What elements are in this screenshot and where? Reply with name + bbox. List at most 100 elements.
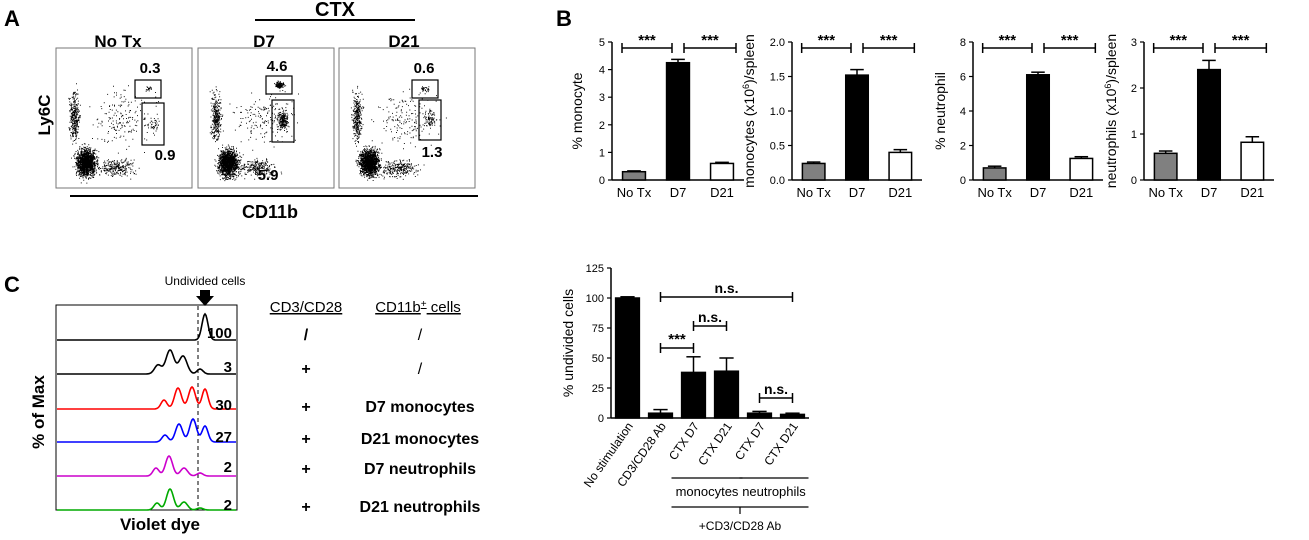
y-tick-label: 3	[599, 92, 605, 104]
y-axis-label: % monocyte	[569, 72, 585, 149]
group-label: neutrophils	[742, 484, 806, 499]
bar-chart: 0 1 2 3 4 5 % monocyte No Tx D7 D21 *** ***	[569, 32, 744, 200]
y-axis-label: neutrophils (x106)/spleen	[1103, 34, 1119, 188]
gate-ly6c-hi	[411, 79, 439, 99]
facs-dots	[350, 85, 447, 181]
facs-plot: 4.6 5.9	[197, 47, 335, 189]
y-tick-label: 6	[960, 72, 966, 84]
bar	[621, 170, 647, 181]
panel-a: A No Tx CTX D7 D21 Ly6C 0.3 0.9 4.6 5.9 0.6 1…	[4, 0, 478, 222]
x-tick-label: D7	[1201, 185, 1218, 200]
histogram-trace	[57, 417, 236, 443]
bar	[1196, 68, 1222, 181]
histogram-trace	[57, 385, 236, 410]
x-tick-label: CTX D7	[732, 419, 768, 462]
y-tick-label: 0.5	[770, 141, 785, 153]
gate-value-ly6c-hi: 4.6	[267, 58, 288, 75]
cd3cd28-status: +	[301, 431, 310, 448]
x-tick-label: CTX D21	[695, 419, 735, 468]
y-tick-label: 4	[960, 106, 966, 118]
panel-b: B 0 1 2 3 4 5 % monocyte No Tx D7 D21 *** *** 0.0 0.5…	[556, 6, 1274, 200]
x-tick-label: D21	[888, 185, 912, 200]
bar-chart: 0 1 2 3 neutrophils (x106)/spleen No Tx D7 D21 *…	[1103, 32, 1274, 200]
y-tick-label: 0	[599, 175, 605, 187]
significance-label: ***	[668, 331, 686, 348]
y-axis-label-pct-max: % of Max	[29, 375, 48, 449]
significance-label: ***	[1232, 32, 1250, 49]
x-tick-label: CTX D7	[666, 419, 702, 462]
col-header-cd3cd28: CD3/CD28	[270, 299, 343, 316]
x-tick-label: D7	[849, 185, 866, 200]
significance-label: ***	[638, 32, 656, 49]
bar	[1025, 74, 1051, 181]
bar	[647, 412, 674, 419]
gate-ly6c-lo	[271, 99, 295, 143]
y-axis-label: % neutrophil	[932, 72, 948, 150]
bar	[1240, 141, 1265, 181]
facs-plot: 0.6 1.3	[338, 47, 476, 189]
y-tick-label: 0	[598, 413, 604, 425]
gate-ly6c-lo	[141, 102, 165, 146]
bar	[1153, 152, 1178, 181]
cd11b-cell-condition: D21 neutrophils	[360, 499, 481, 516]
bar	[665, 61, 691, 181]
panel-b-letter: B	[556, 6, 572, 31]
significance-label: ***	[1170, 32, 1188, 49]
y-tick-label: 0	[960, 175, 966, 187]
facs-dots	[68, 83, 160, 184]
x-tick-label: D21	[1240, 185, 1264, 200]
y-tick-label: 1.5	[770, 72, 785, 84]
x-axis-label-violet-dye: Violet dye	[120, 515, 200, 534]
undivided-cells-label: Undivided cells	[165, 274, 246, 288]
bar	[746, 412, 773, 419]
bar	[713, 370, 740, 419]
x-tick-label: No Tx	[617, 185, 652, 200]
bar	[680, 371, 707, 419]
y-tick-label: 1.0	[770, 106, 785, 118]
undivided-percent: 2	[224, 459, 232, 476]
undivided-percent: 2	[224, 497, 232, 514]
undivided-percent: 100	[207, 325, 232, 342]
x-tick-label: No Tx	[796, 185, 831, 200]
y-tick-label: 50	[592, 353, 604, 365]
ctx-group-label: CTX	[315, 0, 356, 21]
undivided-percent: 3	[224, 359, 232, 376]
x-tick-label: D7	[670, 185, 687, 200]
bar-chart: 0.0 0.5 1.0 1.5 2.0 monocytes (x106)/spleen No…	[741, 32, 922, 200]
y-axis-label: monocytes (x106)/spleen	[741, 34, 757, 188]
cd11b-cell-condition: D7 neutrophils	[364, 461, 476, 478]
cd11b-cell-condition: /	[418, 361, 423, 378]
histogram-trace	[57, 348, 236, 375]
significance-label: ***	[880, 32, 898, 49]
y-tick-label: 75	[592, 323, 604, 335]
bar	[844, 74, 870, 181]
y-tick-label: 1	[599, 147, 605, 159]
y-tick-label: 25	[592, 383, 604, 395]
col-header-cd11b-cells: CD11b+ cells	[375, 299, 461, 317]
significance-label: n.s.	[764, 381, 788, 397]
histogram-trace	[57, 312, 236, 341]
y-tick-label: 1	[1131, 129, 1137, 141]
bar	[614, 297, 641, 419]
y-axis-label: % undivided cells	[560, 289, 576, 397]
y-tick-label: 5	[599, 37, 605, 49]
undivided-percent: 27	[215, 429, 232, 446]
y-tick-label: 8	[960, 37, 966, 49]
histogram-trace	[57, 487, 236, 511]
gate-value-ly6c-hi: 0.3	[140, 60, 161, 77]
cd3cd28-status: +	[301, 499, 310, 516]
bar	[779, 413, 806, 419]
x-tick-label: CTX D21	[761, 419, 801, 468]
significance-label: ***	[818, 32, 836, 49]
panel-c-letter: C	[4, 272, 20, 297]
bar-charts-b: 0 1 2 3 4 5 % monocyte No Tx D7 D21 *** *** 0.0 0.5 1.…	[569, 32, 1274, 200]
condition-table: / / + / + D7 monocytes + D21 monocytes + D7 neutr…	[301, 327, 480, 516]
group-label: monocytes	[676, 484, 739, 499]
significance-label: n.s.	[698, 309, 722, 325]
facs-plots: 0.3 0.9 4.6 5.9 0.6 1.3	[55, 47, 476, 189]
significance-label: ***	[1061, 32, 1079, 49]
panel-a-letter: A	[4, 6, 20, 31]
x-tick-label: D7	[1030, 185, 1047, 200]
